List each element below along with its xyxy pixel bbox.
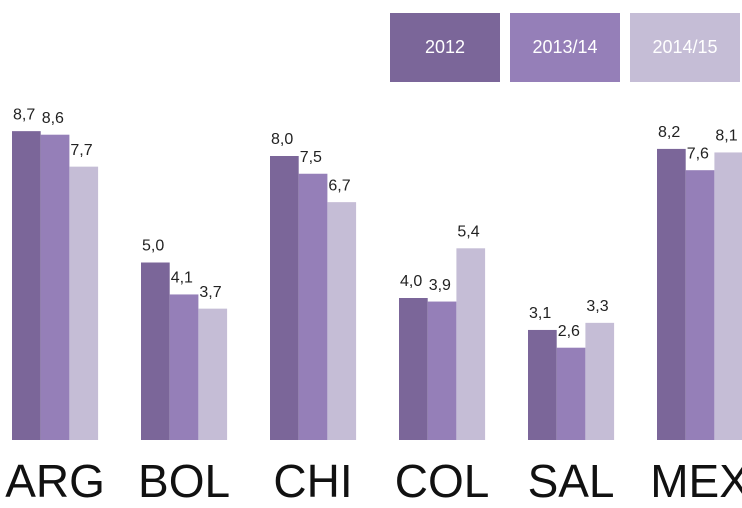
bar (12, 131, 41, 440)
value-label: 6,7 (328, 177, 350, 194)
bar (399, 298, 428, 440)
value-label: 8,7 (13, 106, 35, 123)
value-label: 8,2 (658, 124, 680, 141)
legend-swatch (390, 13, 500, 82)
value-label: 3,1 (529, 305, 551, 322)
bar (141, 262, 170, 440)
bar (585, 322, 615, 440)
value-label: 3,7 (199, 284, 221, 301)
legend-swatch (510, 13, 620, 82)
bar (556, 347, 586, 440)
value-label: 8,0 (271, 131, 293, 148)
bar (657, 148, 686, 440)
bar (528, 329, 557, 440)
bar (685, 170, 715, 440)
x-tick-label: ARG (5, 455, 105, 507)
x-tick-label: MEX (650, 455, 742, 507)
value-label: 3,9 (429, 277, 451, 294)
value-label: 8,6 (42, 110, 64, 127)
legend-swatch (630, 13, 740, 82)
legend-label: 2012 (425, 37, 465, 57)
x-tick-label: COL (395, 455, 490, 507)
value-label: 5,0 (142, 238, 164, 255)
value-label: 3,3 (586, 298, 608, 315)
bar (298, 173, 328, 440)
bar (714, 152, 742, 440)
x-tick-label: CHI (273, 455, 352, 507)
value-label: 5,4 (457, 224, 479, 241)
legend-label: 2014/15 (652, 37, 717, 57)
x-tick-label: BOL (138, 455, 230, 507)
value-label: 2,6 (558, 323, 580, 340)
bar (169, 294, 199, 440)
legend-label: 2013/14 (532, 37, 597, 57)
bar (456, 248, 486, 440)
bar (40, 134, 70, 440)
value-label: 4,0 (400, 273, 422, 290)
value-label: 7,5 (300, 149, 322, 166)
value-label: 7,7 (70, 142, 92, 159)
bar (270, 156, 299, 440)
bar (427, 301, 457, 440)
bar (327, 202, 357, 440)
value-label: 4,1 (171, 270, 193, 287)
value-label: 7,6 (687, 145, 709, 162)
bar (69, 166, 99, 440)
value-label: 8,1 (715, 128, 737, 145)
x-tick-label: SAL (528, 455, 615, 507)
bar (198, 308, 228, 440)
